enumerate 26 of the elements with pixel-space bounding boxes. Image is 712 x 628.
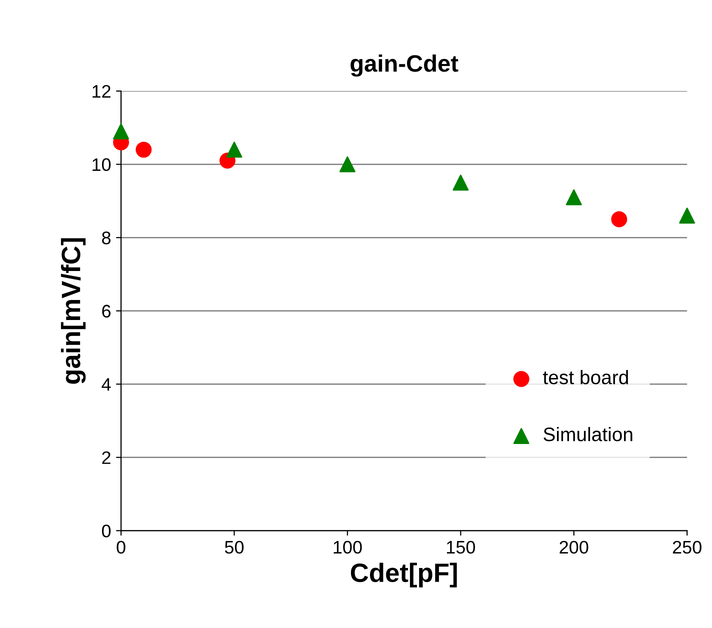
y-tick-label: 10 xyxy=(92,158,111,172)
x-tick-label: 150 xyxy=(446,540,476,554)
point xyxy=(679,208,696,224)
point xyxy=(136,142,152,158)
y-axis-title: gain[mV/fC] xyxy=(60,238,86,384)
point xyxy=(339,156,356,172)
y-tick-label: 4 xyxy=(102,378,111,391)
legend-label: test board xyxy=(543,370,628,384)
chart-title: gain-Cdet xyxy=(350,54,458,77)
legend-label: Simulation xyxy=(544,427,632,442)
x-axis-title: Cdet[pF] xyxy=(350,562,457,588)
x-tick-label: 100 xyxy=(334,540,362,554)
x-tick-label: 200 xyxy=(560,540,588,554)
x-tick-label: 0 xyxy=(116,540,126,554)
x-tick-label: 250 xyxy=(672,540,702,554)
y-tick-label: 8 xyxy=(102,232,111,244)
x-tick-label: 50 xyxy=(224,540,244,554)
point xyxy=(226,142,242,158)
point xyxy=(566,189,582,206)
y-tick-label: 2 xyxy=(102,451,110,464)
point xyxy=(611,211,628,228)
y-tick-label: 6 xyxy=(102,304,111,318)
point xyxy=(452,174,469,191)
point xyxy=(113,123,130,140)
y-tick-label: 0 xyxy=(102,524,111,538)
y-tick-label: 12 xyxy=(92,84,110,98)
